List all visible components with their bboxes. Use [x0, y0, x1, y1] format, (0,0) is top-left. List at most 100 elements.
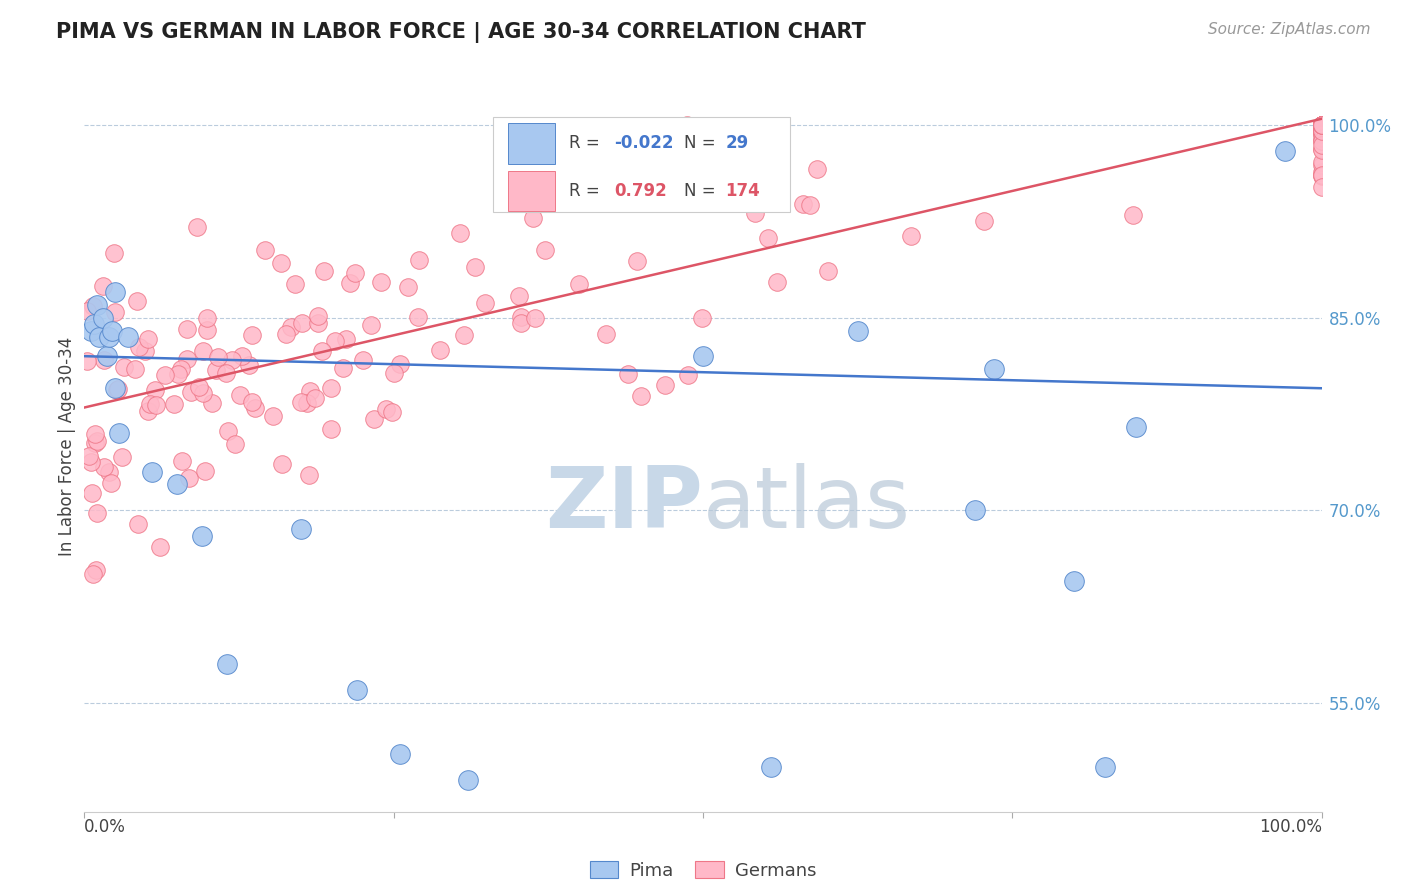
- Point: [817, 263, 839, 277]
- Point: [1310, 126, 1333, 140]
- Text: 0.0%: 0.0%: [84, 818, 127, 836]
- Point: [195, 311, 218, 326]
- Point: [1310, 134, 1333, 148]
- Point: [207, 351, 229, 365]
- Text: atlas: atlas: [703, 463, 911, 546]
- Point: [290, 395, 312, 409]
- Point: [270, 256, 292, 270]
- Point: [1310, 118, 1333, 132]
- Point: [617, 367, 640, 381]
- Point: [846, 324, 869, 338]
- Point: [304, 392, 326, 406]
- Point: [692, 349, 714, 363]
- Text: ZIP: ZIP: [546, 463, 703, 546]
- Point: [508, 289, 530, 303]
- Point: [262, 409, 284, 424]
- Text: 174: 174: [725, 182, 761, 200]
- Point: [117, 330, 139, 344]
- Point: [1310, 154, 1333, 169]
- Point: [91, 310, 114, 325]
- Point: [1310, 143, 1333, 157]
- Point: [80, 455, 103, 469]
- Text: -0.022: -0.022: [614, 135, 673, 153]
- Point: [187, 380, 209, 394]
- Point: [1310, 118, 1333, 132]
- Point: [1310, 138, 1333, 153]
- Point: [170, 454, 193, 468]
- Point: [759, 760, 782, 774]
- Point: [1310, 157, 1333, 171]
- Point: [93, 353, 115, 368]
- Point: [406, 310, 429, 324]
- Point: [380, 405, 402, 419]
- Point: [474, 295, 496, 310]
- Point: [595, 326, 617, 341]
- Point: [104, 285, 127, 299]
- Point: [127, 516, 149, 531]
- Point: [291, 317, 314, 331]
- Point: [792, 197, 814, 211]
- Point: [323, 334, 346, 348]
- Point: [396, 279, 419, 293]
- Point: [280, 319, 302, 334]
- Point: [1310, 118, 1333, 132]
- Point: [1310, 118, 1333, 132]
- Point: [1310, 118, 1333, 132]
- Point: [134, 344, 156, 359]
- Point: [143, 383, 166, 397]
- Point: [79, 324, 101, 338]
- Point: [238, 358, 260, 372]
- Point: [141, 465, 163, 479]
- Point: [314, 264, 336, 278]
- Point: [191, 343, 214, 358]
- Point: [1094, 760, 1116, 774]
- Point: [243, 401, 266, 415]
- Point: [136, 331, 159, 345]
- Point: [86, 298, 108, 312]
- Point: [344, 267, 367, 281]
- Point: [205, 362, 228, 376]
- Point: [221, 353, 243, 368]
- Point: [176, 322, 198, 336]
- Point: [1310, 165, 1333, 179]
- Point: [1310, 124, 1333, 138]
- Text: PIMA VS GERMAN IN LABOR FORCE | AGE 30-34 CORRELATION CHART: PIMA VS GERMAN IN LABOR FORCE | AGE 30-3…: [56, 22, 866, 44]
- Point: [388, 747, 411, 761]
- Point: [96, 349, 118, 363]
- Point: [1274, 144, 1296, 158]
- Point: [375, 401, 398, 416]
- Point: [319, 380, 342, 394]
- Point: [111, 450, 134, 465]
- Point: [1310, 118, 1333, 132]
- Point: [104, 305, 127, 319]
- Point: [86, 506, 108, 520]
- Point: [1310, 142, 1333, 156]
- Point: [170, 362, 193, 376]
- Y-axis label: In Labor Force | Age 30-34: In Labor Force | Age 30-34: [58, 336, 76, 556]
- FancyBboxPatch shape: [492, 117, 790, 212]
- Point: [388, 357, 411, 371]
- Point: [98, 465, 121, 479]
- Point: [799, 198, 821, 212]
- Point: [1310, 118, 1333, 132]
- Point: [80, 485, 103, 500]
- Text: R =: R =: [569, 182, 606, 200]
- Point: [82, 567, 104, 582]
- Point: [124, 362, 146, 376]
- Point: [217, 424, 239, 438]
- Text: N =: N =: [685, 135, 721, 153]
- Point: [676, 368, 699, 383]
- Point: [100, 475, 122, 490]
- Point: [163, 397, 186, 411]
- Point: [1310, 130, 1333, 145]
- Point: [1310, 118, 1333, 132]
- Point: [108, 426, 131, 441]
- Point: [89, 330, 111, 344]
- Point: [153, 368, 176, 382]
- Point: [319, 422, 342, 436]
- Point: [630, 388, 652, 402]
- Point: [1310, 168, 1333, 182]
- Point: [290, 523, 312, 537]
- Point: [332, 360, 354, 375]
- Point: [128, 340, 150, 354]
